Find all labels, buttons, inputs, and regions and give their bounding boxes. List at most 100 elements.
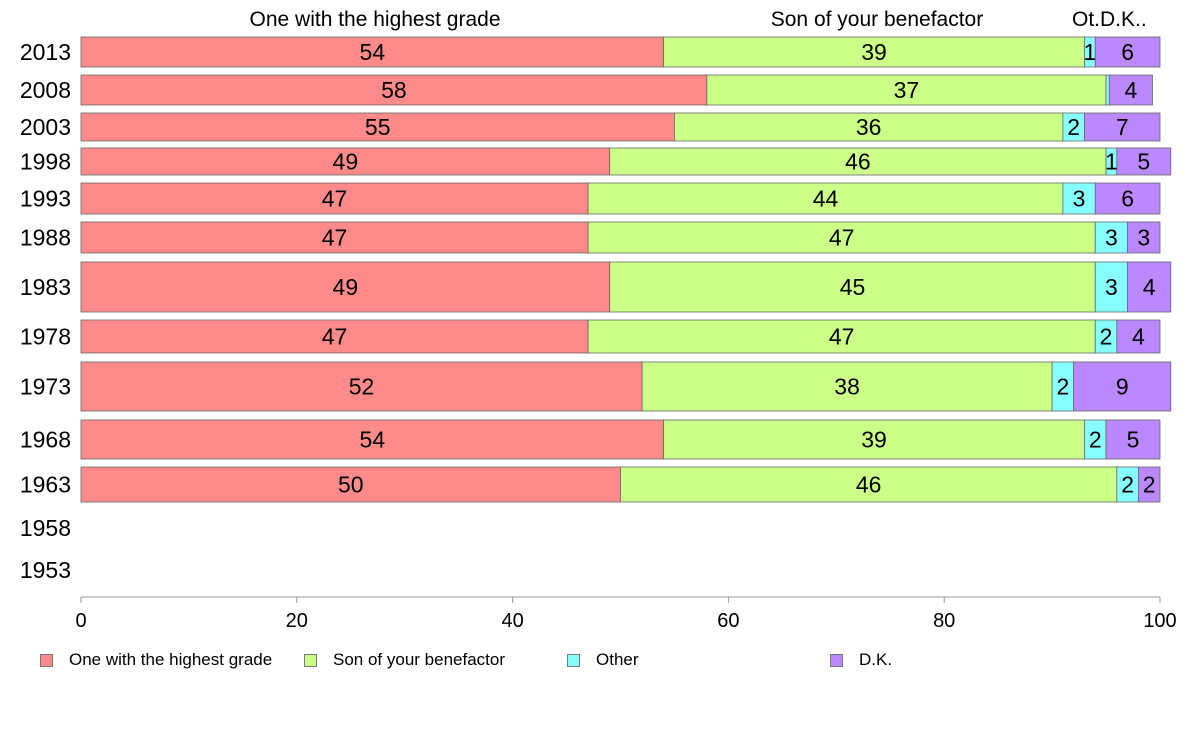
data-label: 5 (1127, 427, 1140, 453)
legend-swatch-benefactor (304, 653, 317, 667)
data-label: 37 (894, 77, 920, 103)
x-tick-label: 20 (286, 610, 308, 632)
bar-segment (1116, 319, 1161, 354)
x-tick-label: 60 (717, 610, 739, 632)
bar-segment (80, 36, 665, 68)
column-header: Ot. (1072, 8, 1100, 31)
data-label: 2 (1056, 374, 1069, 400)
bar-segment (663, 419, 1085, 460)
bar-segment (1127, 261, 1172, 313)
legend-label-highest-grade: One with the highest grade (69, 650, 273, 669)
legend: One with the highest grade Son of your b… (0, 648, 1188, 672)
category-label: 1963 (20, 472, 71, 498)
bar-segment (80, 466, 621, 503)
bar-segment (1116, 147, 1172, 176)
category-label: 1968 (20, 427, 71, 453)
category-label: 2003 (20, 114, 71, 140)
data-label: 44 (813, 186, 839, 212)
data-label: 47 (829, 324, 855, 350)
bar-segment (663, 36, 1085, 68)
category-label: 1973 (20, 374, 71, 400)
x-tick-label: 0 (75, 610, 86, 632)
data-label: 45 (840, 274, 866, 300)
data-label: 47 (322, 186, 348, 212)
category-label: 1978 (20, 324, 71, 350)
bar-segment (1105, 74, 1110, 106)
bar-segment (1127, 221, 1161, 254)
data-label: 4 (1143, 274, 1156, 300)
category-label: 1953 (20, 557, 71, 583)
data-label: 2 (1121, 472, 1134, 498)
data-label: 54 (360, 39, 386, 65)
bar-segment (80, 419, 665, 460)
data-label: 2 (1067, 114, 1080, 140)
bar-segment (80, 147, 611, 176)
bar-segment (1105, 419, 1161, 460)
bar-segment (80, 319, 589, 354)
data-label: 7 (1116, 114, 1129, 140)
data-label: 6 (1121, 186, 1134, 212)
data-label: 54 (360, 427, 386, 453)
data-label: 49 (333, 274, 359, 300)
legend-label-other: Other (596, 650, 639, 669)
data-label: 3 (1105, 225, 1118, 251)
bar-segment (609, 147, 1107, 176)
x-tick-label: 80 (933, 610, 955, 632)
legend-item-dk: D.K. (830, 648, 892, 672)
x-tick-label: 40 (501, 610, 523, 632)
bar-segment (80, 361, 643, 412)
category-label: 2013 (20, 39, 71, 65)
data-label: 1 (1083, 39, 1096, 65)
data-label: 39 (861, 427, 887, 453)
data-label: 3 (1073, 186, 1086, 212)
legend-swatch-highest-grade (40, 653, 53, 667)
bar-segment (1094, 221, 1129, 254)
column-header: Son of your benefactor (771, 8, 983, 31)
column-header: One with the highest grade (250, 8, 501, 31)
data-label: 46 (856, 472, 882, 498)
data-label: 2 (1089, 427, 1102, 453)
bar-segment (80, 261, 611, 313)
bar-segment (1073, 361, 1172, 412)
category-label: 1983 (20, 274, 71, 300)
data-label: 6 (1121, 39, 1134, 65)
data-label: 46 (845, 149, 871, 175)
bar-segment (587, 182, 1064, 215)
data-label: 47 (322, 225, 348, 251)
bar-segment (587, 319, 1096, 354)
data-label: 50 (338, 472, 364, 498)
data-label: 1 (1105, 149, 1118, 175)
column-header: D.K.. (1100, 8, 1147, 31)
data-label: 2 (1100, 324, 1113, 350)
data-label: 47 (829, 225, 855, 251)
legend-item-highest-grade: One with the highest grade (40, 648, 272, 672)
bar-segment (80, 182, 589, 215)
bar-segment (674, 112, 1064, 142)
legend-item-benefactor: Son of your benefactor (304, 648, 505, 672)
data-label: 5 (1137, 149, 1150, 175)
data-label: 3 (1137, 225, 1150, 251)
category-label: 1958 (20, 515, 71, 541)
category-label: 1988 (20, 225, 71, 251)
data-label: 58 (381, 77, 407, 103)
data-label: 9 (1116, 374, 1129, 400)
data-label: 47 (322, 324, 348, 350)
bar-segment (1084, 112, 1161, 142)
category-label: 2008 (20, 77, 71, 103)
legend-swatch-dk (830, 653, 843, 667)
data-label: 49 (333, 149, 359, 175)
bar-segment (80, 221, 589, 254)
legend-label-dk: D.K. (859, 650, 893, 669)
data-label: 36 (856, 114, 882, 140)
data-label: 2 (1143, 472, 1156, 498)
bar-segment (1094, 182, 1161, 215)
category-label: 1993 (20, 186, 71, 212)
data-label: 4 (1132, 324, 1145, 350)
bar-segment (1108, 74, 1153, 106)
data-label: 4 (1124, 77, 1137, 103)
data-label: 55 (365, 114, 391, 140)
x-tick-label: 100 (1143, 610, 1176, 632)
bar-segment (1062, 182, 1096, 215)
data-label: 52 (349, 374, 375, 400)
